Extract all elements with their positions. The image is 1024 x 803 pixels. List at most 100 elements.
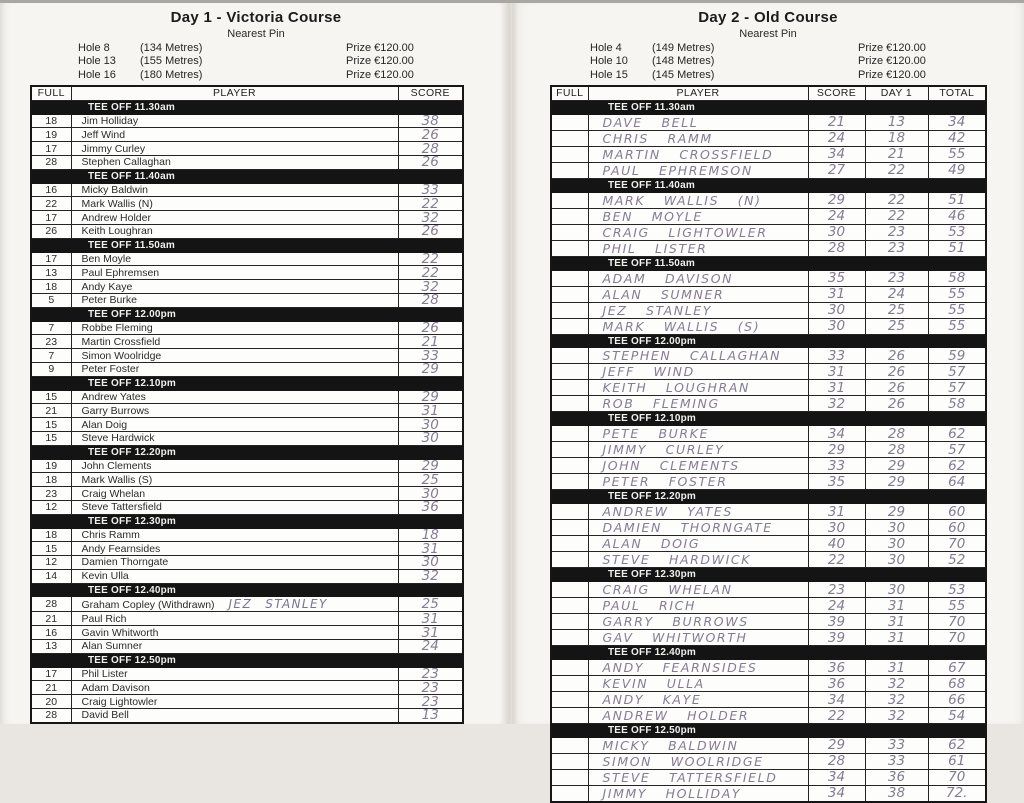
player-cell: STEVE HARDWICK	[587, 551, 809, 569]
score-cell: 23	[807, 581, 866, 599]
hole-distance: (180 Metres)	[140, 68, 203, 81]
hole-prize: Prize €120.00	[858, 55, 926, 68]
tee-off-band: TEE OFF 12.30pm	[30, 513, 464, 529]
full-cell: 13	[30, 639, 72, 654]
day1-cell: 18	[864, 129, 929, 147]
tee-off-row: TEE OFF 12.10pm	[550, 411, 987, 427]
player-cell: Phil Lister	[70, 666, 399, 682]
player-cell: Jeff Wind	[70, 127, 399, 143]
hole-distance: (149 Metres)	[652, 42, 715, 54]
hole-label: Hole 16	[78, 68, 116, 81]
player-row: ALAN SUMNER 31 24 55	[550, 285, 987, 303]
total-cell: 58	[927, 395, 987, 413]
player-name: Adam Davison	[81, 681, 150, 694]
hole-prize: Prize €120.00	[858, 42, 926, 54]
full-cell: 18	[30, 279, 72, 294]
player-row: 19 John Clements 29	[30, 458, 464, 474]
player-cell: Steve Tattersfield	[70, 499, 399, 515]
player-row: PETER FOSTER 35 29 64	[550, 473, 987, 491]
full-cell: 21	[30, 611, 72, 627]
score-cell: 22	[397, 251, 464, 267]
full-cell	[550, 223, 589, 241]
player-name: Jeff Wind	[81, 128, 126, 141]
player-name: Peter Foster	[81, 363, 140, 376]
player-cell: DAMIEN THORNGATE	[587, 519, 809, 537]
full-cell	[550, 301, 589, 319]
full-cell	[550, 691, 589, 709]
score-cell: 31	[397, 541, 464, 557]
score-cell: 30	[807, 317, 866, 335]
day1-cell: 36	[864, 768, 929, 786]
full-cell: 15	[30, 417, 72, 432]
page-subtitle: Nearest Pin	[739, 28, 797, 40]
tee-off-row: TEE OFF 11.50am	[30, 237, 464, 253]
score-cell: 28	[807, 752, 866, 770]
total-cell: 49	[927, 161, 987, 179]
day1-cell: 32	[864, 707, 929, 725]
hole-prize: Prize €120.00	[346, 55, 414, 68]
full-cell: 28	[30, 596, 72, 613]
player-name: GAV WHITWORTH	[602, 630, 748, 646]
tee-off-row: TEE OFF 12.00pm	[550, 333, 987, 349]
player-name: Paul Rich	[81, 612, 127, 625]
day1-cell: 13	[864, 113, 929, 131]
player-row: JOHN CLEMENTS 33 29 62	[550, 457, 987, 475]
full-cell	[550, 441, 589, 459]
player-name: Craig Lightowler	[81, 695, 158, 708]
player-name: SIMON WOOLRIDGE	[602, 753, 764, 769]
score-cell: 26	[397, 154, 464, 170]
player-row: 18 Chris Ramm 18	[30, 527, 464, 543]
score-cell: 26	[397, 127, 464, 143]
score-cell: 33	[807, 457, 866, 475]
column-header: DAY 1	[864, 85, 929, 101]
total-cell: 53	[927, 223, 987, 241]
score-cell: 22	[397, 196, 464, 212]
score-cell: 32	[807, 395, 866, 413]
tee-off-band: TEE OFF 12.50pm	[30, 652, 464, 668]
total-cell: 57	[927, 441, 987, 459]
holes-list: Hole 8 (134 Metres) Prize €120.00 Hole 1…	[78, 42, 414, 82]
day1-cell: 30	[864, 519, 929, 537]
day1-cell: 24	[864, 285, 929, 303]
tee-off-band: TEE OFF 12.50pm	[550, 723, 987, 738]
full-cell: 19	[30, 458, 72, 474]
player-name: Craig Whelan	[81, 487, 146, 500]
player-cell: CRAIG LIGHTOWLER	[587, 223, 809, 241]
player-row: 19 Jeff Wind 26	[30, 127, 464, 143]
full-cell: 19	[30, 127, 72, 143]
full-cell: 23	[30, 334, 72, 350]
score-cell: 35	[807, 269, 866, 287]
total-cell: 72.	[927, 784, 987, 803]
player-row: 21 Garry Burrows 31	[30, 403, 464, 419]
player-row: 17 Phil Lister 23	[30, 666, 464, 682]
score-cell: 31	[807, 363, 866, 381]
player-cell: Adam Davison	[70, 680, 399, 696]
player-row: PETE BURKE 34 28 62	[550, 425, 987, 443]
full-cell	[550, 675, 589, 693]
day1-cell: 22	[864, 161, 929, 179]
player-row: CRAIG WHELAN 23 30 53	[550, 581, 987, 599]
score-cell: 40	[807, 535, 866, 553]
full-cell	[550, 457, 589, 475]
player-cell: MARK WALLIS (N)	[587, 191, 809, 209]
player-row: 13 Alan Sumner 24	[30, 639, 464, 654]
full-cell	[550, 736, 589, 754]
tee-off-band: TEE OFF 12.10pm	[550, 411, 987, 427]
player-cell: Ben Moyle	[70, 251, 399, 267]
page-title: Day 2 - Old Course	[698, 9, 838, 26]
player-cell: ROB FLEMING	[587, 395, 809, 413]
score-cell: 25	[397, 472, 464, 488]
column-header: SCORE	[397, 85, 464, 101]
full-cell	[550, 317, 589, 335]
player-name: Garry Burrows	[81, 404, 150, 417]
player-row: 21 Paul Rich 31	[30, 611, 464, 627]
player-name: CHRIS RAMM	[602, 130, 713, 146]
player-cell: Craig Lightowler	[70, 694, 399, 710]
player-row: 12 Damien Thorngate 30	[30, 555, 464, 570]
player-row: GARRY BURROWS 39 31 70	[550, 613, 987, 631]
player-cell: JOHN CLEMENTS	[587, 457, 809, 475]
player-row: ADAM DAVISON 35 23 58	[550, 269, 987, 287]
player-name: STEVE TATTERSFIELD	[602, 769, 778, 785]
player-cell: ALAN SUMNER	[587, 285, 809, 303]
score-cell: 22	[807, 707, 866, 725]
